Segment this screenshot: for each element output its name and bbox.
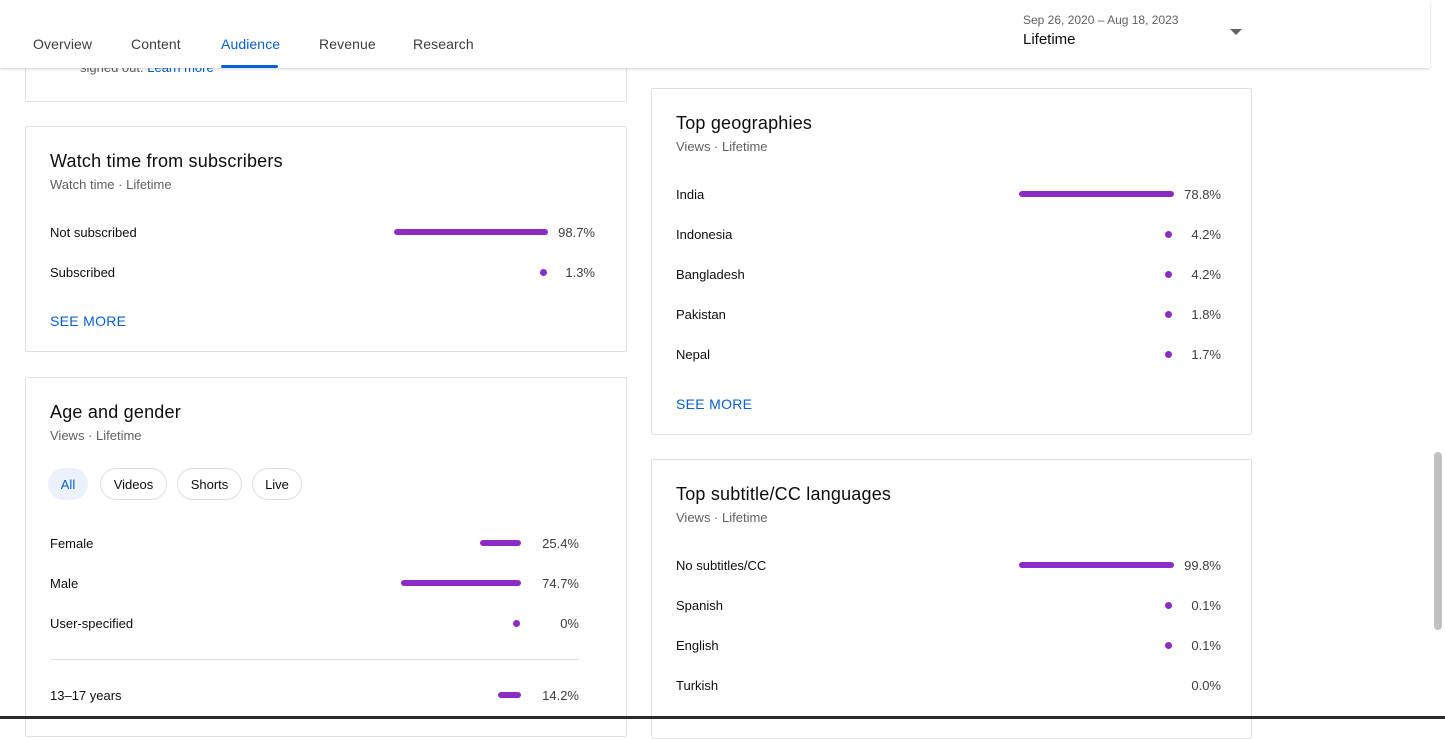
tab-audience[interactable]: Audience (221, 36, 281, 52)
chip-videos[interactable]: Videos (100, 468, 167, 500)
divider (50, 659, 579, 660)
bar-subscribed (540, 269, 547, 276)
row-label: Female (50, 536, 94, 551)
chip-live[interactable]: Live (252, 468, 302, 500)
bar-spanish (1165, 602, 1172, 609)
card-title: Age and gender (50, 402, 181, 422)
tab-revenue[interactable]: Revenue (319, 36, 376, 52)
row-value: 0.0% (1191, 678, 1221, 693)
row-label: India (676, 187, 705, 202)
bar-female (480, 540, 521, 546)
row-value: 1.8% (1191, 307, 1221, 322)
bar-english (1165, 642, 1172, 649)
card-title: Watch time from subscribers (50, 151, 283, 171)
row-label: 13–17 years (50, 688, 122, 703)
row-label: Spanish (676, 598, 723, 613)
bar-age-13-17 (498, 692, 521, 698)
card-subtitle: Views · Lifetime (676, 510, 768, 525)
bar-nepal (1165, 351, 1172, 358)
row-label: Turkish (676, 678, 719, 693)
analytics-header: Overview Content Audience Revenue Resear… (0, 0, 1430, 68)
chip-all[interactable]: All (48, 468, 88, 500)
row-value: 25.4% (542, 536, 579, 551)
row-value: 0% (560, 616, 579, 631)
row-label: No subtitles/CC (676, 558, 767, 573)
see-more-button[interactable]: SEE MORE (50, 313, 127, 329)
row-value: 98.7% (558, 225, 595, 240)
row-label: User-specified (50, 616, 134, 631)
row-label: Male (50, 576, 79, 591)
date-range-text[interactable]: Sep 26, 2020 – Aug 18, 2023 (1023, 13, 1179, 27)
age-gender-card: Age and gender Views · Lifetime All Vide… (25, 377, 627, 737)
card-subtitle: Watch time · Lifetime (50, 177, 172, 192)
subscribers-card: Watch time from subscribers Watch time ·… (25, 126, 627, 352)
card-title: Top subtitle/CC languages (676, 484, 892, 504)
row-label: Indonesia (676, 227, 733, 242)
row-label: Not subscribed (50, 225, 137, 240)
see-more-button[interactable]: SEE MORE (676, 396, 753, 412)
row-value: 4.2% (1191, 227, 1221, 242)
bar-user-specified (513, 620, 520, 627)
row-value: 4.2% (1191, 267, 1221, 282)
bar-not-subscribed (394, 229, 548, 235)
row-value: 0.1% (1191, 598, 1221, 613)
row-label: Nepal (676, 347, 710, 362)
active-tab-indicator (221, 65, 278, 68)
row-value: 78.8% (1184, 187, 1221, 202)
bar-no-subtitles (1019, 562, 1174, 568)
bar-male (401, 580, 521, 586)
row-value: 99.8% (1184, 558, 1221, 573)
dropdown-arrow-icon[interactable] (1230, 29, 1242, 35)
row-label: Subscribed (50, 265, 116, 280)
subtitles-card: Top subtitle/CC languages Views · Lifeti… (651, 459, 1252, 739)
row-value: 14.2% (542, 688, 579, 703)
row-label: Pakistan (676, 307, 726, 322)
scrollbar[interactable] (1434, 452, 1442, 630)
chip-shorts[interactable]: Shorts (177, 468, 242, 500)
row-value: 0.1% (1191, 638, 1221, 653)
period-selector-value[interactable]: Lifetime (1023, 31, 1076, 48)
card-subtitle: Views · Lifetime (50, 428, 142, 443)
geographies-card: Top geographies Views · Lifetime India 7… (651, 88, 1252, 435)
card-title: Top geographies (676, 113, 813, 133)
tab-content[interactable]: Content (131, 36, 181, 52)
tab-research[interactable]: Research (413, 36, 474, 52)
window-bottom-edge (0, 716, 1445, 719)
bar-bangladesh (1165, 271, 1172, 278)
bar-pakistan (1165, 311, 1172, 318)
row-label: Bangladesh (676, 267, 745, 282)
row-value: 74.7% (542, 576, 579, 591)
tab-overview[interactable]: Overview (33, 36, 93, 52)
row-value: 1.7% (1191, 347, 1221, 362)
row-value: 1.3% (565, 265, 595, 280)
bar-indonesia (1165, 231, 1172, 238)
card-subtitle: Views · Lifetime (676, 139, 768, 154)
bar-india (1019, 191, 1174, 197)
row-label: English (676, 638, 719, 653)
